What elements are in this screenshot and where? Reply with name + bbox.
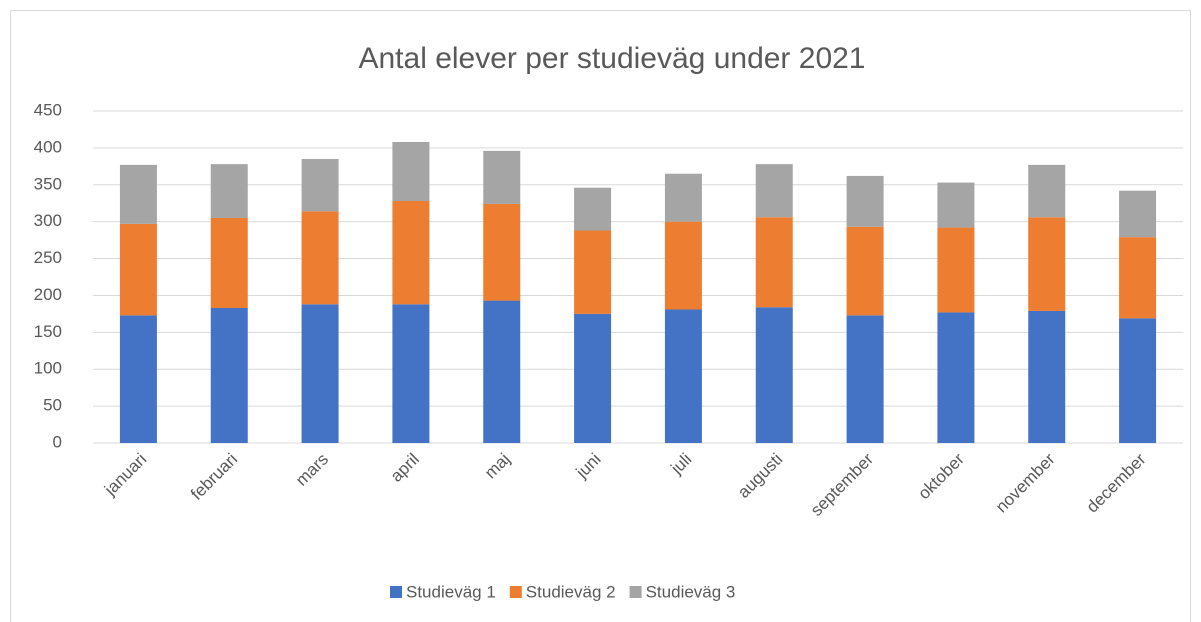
bar-segment — [1119, 318, 1157, 443]
bar-segment — [1028, 217, 1066, 311]
bar-segment — [846, 175, 884, 227]
bar-segment — [574, 230, 612, 314]
bar-segment — [301, 158, 339, 212]
bar-segment — [846, 315, 884, 443]
bar-segment — [937, 227, 975, 313]
bar-segment — [937, 182, 975, 228]
bar-segment — [937, 312, 975, 443]
bar-segment — [119, 164, 157, 224]
legend-swatch — [390, 586, 402, 598]
bar-segment — [664, 221, 702, 310]
y-tick-label: 100 — [34, 359, 62, 378]
y-tick-label: 0 — [53, 432, 62, 451]
legend-swatch — [629, 586, 642, 598]
bar-segment — [755, 217, 793, 308]
bar-segment — [483, 300, 521, 443]
bar-segment — [755, 307, 793, 443]
bar-segment — [1028, 164, 1066, 218]
legend-label: Studieväg 1 — [406, 582, 496, 601]
bar-segment — [301, 211, 339, 305]
bar-segment — [119, 223, 157, 316]
bar-segment — [392, 201, 430, 305]
legend-label: Studieväg 3 — [646, 582, 736, 601]
bar-segment — [574, 187, 612, 231]
bar-segment — [846, 226, 884, 316]
bar-segment — [392, 141, 430, 202]
y-tick-label: 200 — [34, 285, 62, 304]
bar-segment — [1028, 310, 1066, 443]
y-tick-label: 350 — [34, 174, 62, 193]
bar-segment — [755, 164, 793, 218]
bar-segment — [664, 173, 702, 222]
bar-segment — [301, 304, 339, 443]
y-tick-label: 250 — [34, 248, 62, 267]
y-tick-label: 300 — [34, 211, 62, 230]
y-tick-label: 150 — [34, 322, 62, 341]
bar-segment — [1119, 237, 1157, 319]
bar-segment — [1119, 190, 1157, 238]
y-tick-label: 450 — [34, 100, 62, 119]
bar-segment — [210, 307, 248, 443]
bar-segment — [574, 313, 612, 443]
legend-label: Studieväg 2 — [526, 582, 616, 601]
bar-segment — [210, 217, 248, 308]
legend-swatch — [509, 586, 522, 598]
bar-segment — [483, 150, 521, 204]
bar-segment — [392, 304, 430, 443]
bar-segment — [119, 315, 157, 443]
bar-segment — [210, 164, 248, 218]
bar-segment — [483, 203, 521, 301]
y-tick-label: 400 — [34, 137, 62, 156]
bar-segment — [664, 309, 702, 443]
y-tick-label: 50 — [43, 396, 62, 415]
chart-title: Antal elever per studieväg under 2021 — [358, 42, 865, 75]
